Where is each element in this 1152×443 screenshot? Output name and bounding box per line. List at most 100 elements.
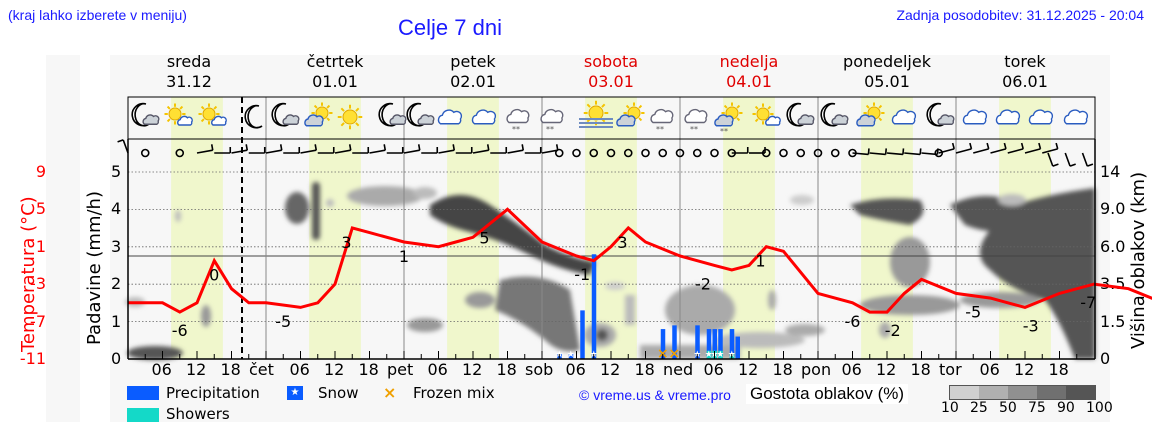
temperature-tick: 1 xyxy=(35,236,46,256)
x-tick-label: 12 xyxy=(876,360,897,379)
x-tick-label: 18 xyxy=(634,360,655,379)
temperature-value-label: -2 xyxy=(885,321,901,340)
x-tick-label: pet xyxy=(387,360,414,379)
cloud-icon xyxy=(962,109,988,125)
cloud-density-tick: 25 xyxy=(970,400,988,416)
x-tick-label: 18 xyxy=(910,360,931,379)
cloud-density-scale xyxy=(949,385,1096,400)
temperature-value-label: -2 xyxy=(695,274,711,293)
day-header-1: četrtek 01.01 xyxy=(265,52,405,92)
temperature-value-label: 1 xyxy=(399,247,409,266)
precip-tick: 1 xyxy=(111,311,122,331)
x-tick-label: 12 xyxy=(1014,360,1035,379)
temperature-tick: -3 xyxy=(30,274,46,294)
day-name: sobota xyxy=(583,52,639,71)
x-tick-label: 18 xyxy=(1048,360,1069,379)
svg-text:★: ★ xyxy=(567,350,575,360)
day-header-3: sobota 03.01 xyxy=(541,52,681,92)
day-header-2: petek 02.01 xyxy=(403,52,543,92)
x-tick-label: 12 xyxy=(462,360,483,379)
precip-tick: 4 xyxy=(111,199,122,219)
cloud-icon xyxy=(417,114,435,125)
temperature-tick: 9 xyxy=(35,162,46,181)
x-tick-label: 12 xyxy=(324,360,345,379)
x-tick-label: 06 xyxy=(979,360,1000,379)
temperature-line xyxy=(128,207,1152,314)
day-name: četrtek xyxy=(306,52,364,71)
x-tick-label: 06 xyxy=(565,360,586,379)
snowflake-icon: ** xyxy=(656,125,664,134)
temperature-value-label: 5 xyxy=(479,228,489,247)
temperature-value-label: -5 xyxy=(965,302,981,321)
x-tick-label: 18 xyxy=(772,360,793,379)
cloud-icon xyxy=(506,108,530,124)
cloud-density-tick: 10 xyxy=(941,400,959,416)
cloud-height-tick: 9.0 xyxy=(1100,199,1126,219)
cloud-icon xyxy=(389,114,407,125)
x-tick-label: 12 xyxy=(600,360,621,379)
precip-tick: 3 xyxy=(111,236,122,256)
cloud-icon xyxy=(616,114,636,127)
day-header-4: nedelja 04.01 xyxy=(679,52,819,92)
day-name: ponedeljek xyxy=(843,52,931,71)
day-name: sreda xyxy=(166,52,212,71)
cloud-icon xyxy=(995,109,1021,125)
cloud-icon xyxy=(177,115,193,126)
temperature-value-label: 1 xyxy=(755,252,765,271)
cloud-icon xyxy=(1028,109,1054,125)
temperature-labels: -6 0 -5 3 1 5 -1 3 -2 1 -6 -2 -5 -3 -7 xyxy=(172,228,1096,340)
precip-tick: 2 xyxy=(111,274,122,294)
x-tick-label: 18 xyxy=(358,360,379,379)
cloud-icon xyxy=(891,109,917,125)
cloud-density-tick: 100 xyxy=(1086,400,1113,416)
temperature-value-label: -5 xyxy=(275,312,291,331)
cloud-icon xyxy=(937,114,955,125)
location-hint: (kraj lahko izberete v meniju) xyxy=(8,7,187,23)
precip-tick: 5 xyxy=(111,162,122,181)
last-update: Zadnja posodobitev: 31.12.2025 - 20:04 xyxy=(896,7,1144,23)
cloud-height-tick: 14 xyxy=(1100,162,1121,181)
day-name: nedelja xyxy=(719,52,779,71)
x-tick-label: pon xyxy=(801,360,832,379)
cloud-icon xyxy=(650,108,674,124)
temperature-axis-panel xyxy=(46,55,80,422)
svg-text:×: × xyxy=(668,346,680,362)
day-header-0: sreda 31.12 xyxy=(119,52,259,92)
sun-icon xyxy=(583,100,609,126)
legend-showers-label: Showers xyxy=(166,405,230,423)
cloud-icon xyxy=(765,115,781,126)
temperature-tick: -7 xyxy=(30,311,46,331)
weather-icons: ** ** ** ** ** xyxy=(131,100,1089,136)
cloud-icon xyxy=(540,108,564,124)
x-tick-label: 06 xyxy=(841,360,862,379)
temperature-tick: 5 xyxy=(35,199,46,219)
day-name: torek xyxy=(1004,52,1046,71)
day-date: 04.01 xyxy=(726,72,772,91)
cloud-density-tick: 75 xyxy=(1028,400,1046,416)
x-tick-label: 12 xyxy=(738,360,759,379)
wind-barbs xyxy=(117,139,1094,167)
cloud-density-tick: 50 xyxy=(999,400,1017,416)
temperature-value-label: -3 xyxy=(1023,316,1039,335)
copyright-link[interactable]: © vreme.us & vreme.pro xyxy=(579,387,731,403)
cloud-icon xyxy=(714,114,734,127)
cloud-icon xyxy=(142,114,160,125)
icon-row-frame xyxy=(127,96,1096,140)
cloud-icon xyxy=(831,114,849,125)
cloud-icon xyxy=(797,114,815,125)
cloud-icon xyxy=(211,115,227,126)
legend-showers-swatch xyxy=(127,408,159,422)
cloud-height-tick: 1.5 xyxy=(1100,311,1126,331)
x-ticks xyxy=(144,351,1078,359)
snow-icon: ★ xyxy=(287,386,303,400)
x-tick-label: 06 xyxy=(703,360,724,379)
cloud-height-tick: 6.0 xyxy=(1100,236,1126,256)
day-date: 31.12 xyxy=(166,72,212,91)
x-tick-label: tor xyxy=(939,360,962,379)
cloud-icon xyxy=(304,114,324,127)
cloud-icon xyxy=(471,109,497,125)
temperature-tick: -11 xyxy=(19,349,46,368)
temperature-value-label: -7 xyxy=(1080,293,1096,312)
day-header-6: torek 06.01 xyxy=(955,52,1095,92)
